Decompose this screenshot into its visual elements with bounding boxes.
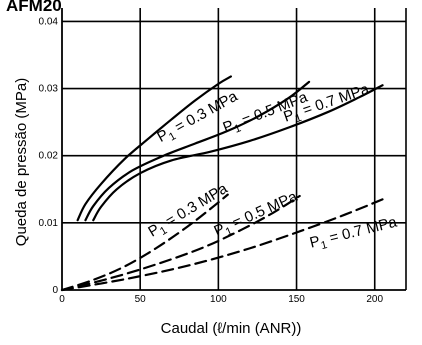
x-tick-label: 150 bbox=[288, 294, 305, 305]
grid bbox=[62, 8, 406, 290]
curve-label-text: = 0.5 MPa bbox=[226, 188, 300, 233]
curve-label-subscript: 1 bbox=[167, 130, 178, 143]
series-line-solid bbox=[92, 84, 384, 222]
y-tick-label: 0.02 bbox=[39, 151, 59, 162]
y-tick-label: 0.04 bbox=[39, 16, 59, 27]
y-tick-label: 0 bbox=[52, 285, 58, 296]
curve-label-text: = 0.7 MPa bbox=[297, 80, 372, 120]
chart-heading: AFM20 bbox=[6, 0, 62, 15]
curve-label-subscript: 1 bbox=[158, 224, 169, 237]
series-line-solid bbox=[84, 80, 311, 222]
series-lines bbox=[60, 75, 384, 292]
x-tick-label: 200 bbox=[366, 294, 383, 305]
series-line-dashed bbox=[60, 198, 384, 292]
y-axis-title: Queda de pressão (MPa) bbox=[13, 78, 30, 246]
x-tick-label: 100 bbox=[210, 294, 227, 305]
series-line-dashed bbox=[60, 194, 301, 292]
y-tick-label: 0.01 bbox=[39, 218, 59, 229]
series-line-dashed bbox=[60, 193, 229, 292]
axes: 0 50 100 150 200 0 0.01 0.02 0.03 0.04 bbox=[39, 8, 407, 305]
curve-label: P1 = 0.7 MPa bbox=[308, 213, 400, 254]
curve-label-prefix: P bbox=[308, 233, 322, 252]
y-tick-label: 0.03 bbox=[39, 84, 59, 95]
curve-label-subscript: 1 bbox=[224, 225, 234, 238]
x-tick-label: 50 bbox=[135, 294, 147, 305]
curve-label-subscript: 1 bbox=[233, 122, 243, 135]
curve-label-subscript: 1 bbox=[320, 239, 329, 252]
x-axis-title: Caudal (ℓ/min (ANR)) bbox=[161, 320, 302, 337]
x-tick-label: 0 bbox=[59, 294, 65, 305]
series-line-solid bbox=[76, 75, 232, 222]
curve-label-subscript: 1 bbox=[294, 112, 304, 125]
